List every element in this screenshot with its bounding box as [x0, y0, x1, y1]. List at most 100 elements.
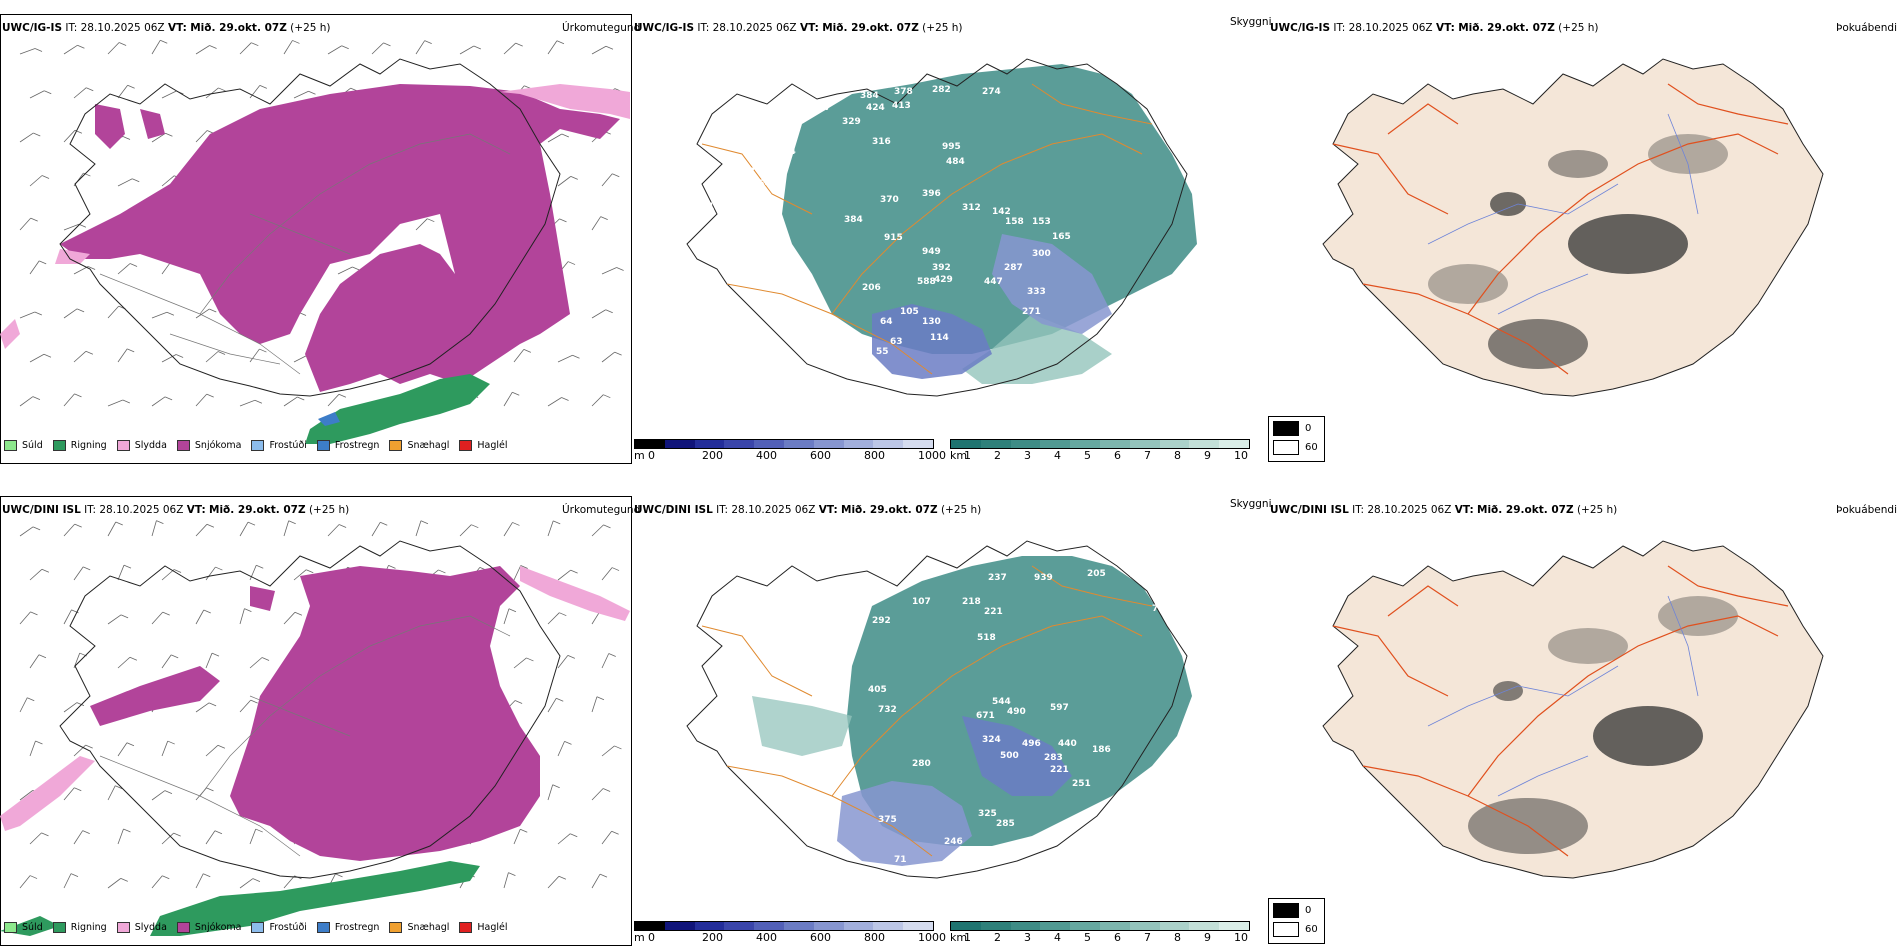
wind-barb — [19, 611, 31, 625]
wind-barb-flag — [115, 785, 123, 790]
wind-barb — [161, 740, 169, 757]
cloudbase-label: 153 — [1032, 217, 1051, 227]
wind-barb-flag — [556, 40, 565, 45]
wind-barb — [151, 40, 161, 55]
sleet-area — [520, 566, 630, 621]
cloudbase-area — [872, 304, 992, 379]
colorbar-segment — [873, 440, 904, 448]
wind-barb — [151, 311, 168, 319]
wind-barb — [591, 524, 604, 537]
wind-barb-flag — [596, 696, 605, 701]
wind-barb-flag — [297, 396, 305, 401]
wind-barb — [195, 130, 208, 143]
wind-barb-flag — [217, 351, 226, 355]
wind-barb — [239, 608, 245, 625]
wind-barb — [107, 785, 116, 801]
roads — [99, 133, 511, 375]
wind-barb-flag — [567, 655, 576, 659]
vt-label: VT: — [818, 504, 838, 516]
wind-barb — [503, 42, 516, 55]
colorbar-tick: 5 — [1084, 449, 1091, 462]
fog-legend-label: 60 — [1305, 924, 1318, 935]
cloudbase-label: 251 — [1072, 779, 1091, 789]
wind-barb — [283, 612, 296, 625]
cloudbase-label: 221 — [1050, 765, 1069, 775]
wind-barb — [591, 788, 604, 801]
wind-barb — [557, 655, 569, 669]
wind-barb — [249, 657, 263, 669]
colorbar-tick: 5 — [1084, 931, 1091, 944]
wind-barb-flag — [553, 520, 561, 525]
wind-barb-flag — [383, 42, 391, 47]
rain-area — [150, 861, 480, 936]
wind-barb-flag — [41, 175, 50, 179]
wind-barb — [29, 353, 45, 363]
rivers — [1427, 113, 1699, 315]
wind-barb — [557, 741, 565, 757]
wind-barb-flag — [74, 523, 82, 528]
wind-barb-flag — [175, 354, 184, 358]
wind-barb-flag — [294, 611, 303, 616]
wind-barb-flag — [85, 350, 94, 355]
cloudbase-label: 464 — [1130, 571, 1149, 581]
cloudbase-label: 158 — [1005, 217, 1024, 227]
wind-barb — [73, 350, 87, 363]
cloudbase-label: 114 — [930, 333, 949, 343]
colorbar-tick: 200 — [702, 931, 723, 944]
wind-barb-flag — [288, 520, 296, 525]
wind-barb-flag — [29, 875, 38, 879]
legend-swatch — [116, 440, 130, 451]
wind-barb-flag — [211, 652, 220, 657]
cloudbase-label: 490 — [1007, 707, 1026, 717]
wind-barb — [283, 396, 298, 407]
colorbar-segment — [1040, 440, 1071, 448]
wind-barb-flag — [247, 521, 256, 526]
wind-barb — [601, 745, 615, 757]
vis-colorbar: km 1 2 3 4 5 6 7 8 9 10 — [950, 439, 1250, 463]
wind-barb-flag — [599, 873, 608, 878]
cloudbase-label: 282 — [932, 85, 951, 95]
cloudbase-label: 384 — [860, 91, 879, 101]
fog-legend-label: 0 — [1305, 905, 1312, 916]
cloudbase-label: 130 — [922, 317, 941, 327]
cloudbase-label: 147 — [812, 103, 831, 113]
wind-barb — [161, 832, 174, 845]
colorbar-tick: 10 — [1234, 449, 1248, 462]
wind-barb-flag — [559, 218, 567, 223]
legend-label: Frostregn — [334, 922, 380, 933]
legend-label: Snjókoma — [194, 922, 242, 933]
legend-label: Snjókoma — [194, 440, 242, 451]
wind-barb — [107, 614, 122, 625]
cloudbase-label: 429 — [934, 275, 953, 285]
wind-barb-flag — [471, 524, 479, 529]
land — [1322, 540, 1824, 879]
panel-header: UWC/DINI ISL IT: 28.10.2025 06Z VT: Mið.… — [634, 504, 981, 516]
colorbar-segment — [635, 922, 665, 930]
wind-barb-flag — [564, 741, 572, 745]
wind-barb — [107, 521, 117, 537]
wind-barb — [591, 873, 601, 889]
wind-barb — [63, 787, 75, 801]
colorbar-tick: 0 — [648, 931, 655, 944]
roads — [1332, 83, 1789, 375]
legend-label: Snæhagl — [407, 440, 450, 451]
wind-barb — [239, 699, 252, 713]
cloudbase-label: 165 — [1052, 232, 1071, 242]
wind-barb — [337, 266, 353, 275]
panel-header: UWC/DINI ISL IT: 28.10.2025 06Z VT: Mið.… — [2, 504, 349, 516]
wind-barb-flag — [259, 348, 267, 353]
cloud-map: 147 384 378 282 274 329 424 413 316 995 484 494 248 3… — [666, 58, 1197, 397]
wind-barb-flag — [173, 569, 182, 573]
cloudbase-label: 588 — [917, 277, 936, 287]
colorbar-tick: 3 — [1024, 931, 1031, 944]
wind-barb-flag — [473, 45, 482, 50]
wind-barb — [195, 873, 204, 889]
colorbar-segment — [1159, 922, 1190, 930]
wind-barb-flag — [306, 569, 314, 574]
wind-barb-flag — [424, 40, 432, 44]
vt-value: Mið. 29.okt. 07Z — [209, 504, 306, 516]
colorbar-segment — [1010, 922, 1041, 930]
cloudbase-label: 354 — [752, 179, 771, 189]
height-colorbar: m 0 200 400 600 800 1000 — [634, 439, 946, 463]
wind-barb-flag — [41, 568, 50, 573]
